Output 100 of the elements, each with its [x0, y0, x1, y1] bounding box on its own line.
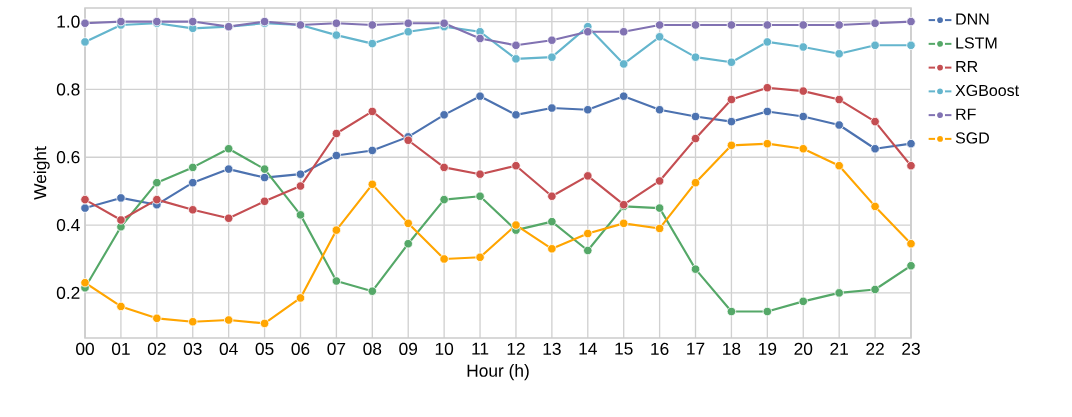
point	[834, 20, 844, 30]
point	[511, 220, 521, 230]
point	[870, 116, 880, 127]
point	[690, 111, 701, 122]
point	[259, 164, 270, 174]
point	[547, 103, 557, 113]
point	[80, 278, 90, 288]
point	[906, 261, 916, 271]
point	[367, 20, 377, 30]
point	[331, 128, 342, 139]
point	[726, 57, 737, 67]
point	[870, 284, 880, 295]
point	[511, 40, 521, 50]
point	[367, 106, 377, 117]
point	[654, 203, 665, 213]
point	[906, 239, 916, 249]
legend-label: LSTM	[956, 37, 997, 49]
x-tick-label: 01	[111, 342, 130, 355]
x-tick-label: 00	[76, 342, 94, 355]
point	[690, 20, 701, 30]
point	[726, 306, 737, 317]
legend-label: RR	[956, 61, 978, 73]
point	[619, 27, 629, 37]
point	[834, 49, 844, 59]
point	[762, 138, 773, 149]
x-tick-label: 10	[435, 342, 454, 355]
x-tick-label: 08	[363, 342, 382, 355]
point	[80, 18, 90, 28]
x-tick-label: 06	[291, 342, 310, 355]
point	[906, 161, 916, 171]
point	[475, 191, 485, 201]
point	[619, 91, 629, 101]
x-tick-label: 18	[723, 342, 741, 355]
point	[80, 194, 90, 205]
point	[583, 27, 593, 37]
y-tick-label: 0.8	[56, 83, 80, 96]
x-tick-label: 19	[759, 342, 777, 355]
point	[80, 203, 90, 213]
point	[870, 40, 880, 50]
point	[547, 35, 557, 45]
point	[654, 223, 665, 234]
legend-label: RF	[956, 108, 976, 120]
x-tick-label: 05	[255, 342, 274, 355]
x-tick-label: 12	[507, 342, 525, 355]
point	[439, 110, 449, 120]
point	[690, 178, 701, 188]
point	[870, 144, 880, 154]
point	[188, 162, 198, 173]
point	[654, 176, 665, 186]
point	[690, 264, 701, 274]
point	[906, 16, 916, 27]
x-tick-label: 04	[219, 342, 238, 355]
point	[547, 244, 557, 254]
point	[331, 30, 342, 40]
point	[870, 18, 880, 28]
x-tick-label: 16	[651, 342, 669, 355]
legend-label: XGBoost	[955, 84, 1019, 97]
point	[259, 172, 270, 183]
legend-label: DNN	[956, 13, 989, 25]
point	[762, 106, 773, 117]
x-tick-label: 03	[183, 342, 202, 355]
point	[619, 59, 629, 69]
point	[654, 20, 665, 30]
point	[547, 191, 557, 201]
point	[367, 145, 377, 156]
point	[223, 315, 234, 325]
point	[475, 33, 485, 44]
point	[798, 42, 808, 52]
point	[726, 94, 737, 105]
x-tick-label: 20	[794, 342, 813, 355]
point	[295, 181, 306, 191]
point	[690, 52, 701, 62]
point	[834, 288, 844, 298]
point	[834, 161, 844, 171]
x-tick-label: 15	[615, 342, 633, 355]
point	[762, 83, 773, 93]
point	[798, 296, 808, 307]
point	[619, 218, 629, 229]
point	[403, 27, 413, 37]
point	[403, 218, 413, 229]
point	[259, 196, 270, 206]
point	[223, 164, 234, 174]
point	[798, 20, 808, 30]
point	[870, 201, 880, 212]
point	[906, 40, 916, 50]
point	[188, 317, 198, 327]
point	[259, 318, 270, 329]
point	[547, 52, 557, 62]
point	[188, 205, 198, 215]
x-tick-label: 23	[902, 342, 920, 355]
point	[583, 171, 593, 181]
point	[511, 161, 521, 171]
point	[547, 216, 557, 227]
y-tick-label: 0.6	[56, 151, 80, 164]
point	[331, 18, 342, 28]
point	[475, 169, 485, 179]
point	[798, 111, 808, 122]
point	[583, 105, 593, 115]
point	[511, 54, 521, 64]
point	[223, 213, 234, 223]
